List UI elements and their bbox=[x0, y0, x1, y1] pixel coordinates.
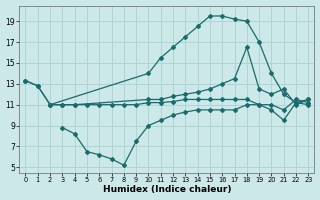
X-axis label: Humidex (Indice chaleur): Humidex (Indice chaleur) bbox=[103, 185, 231, 194]
